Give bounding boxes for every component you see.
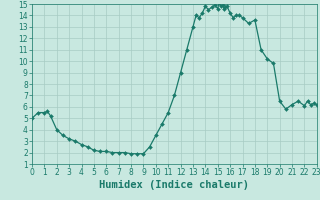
X-axis label: Humidex (Indice chaleur): Humidex (Indice chaleur) — [100, 180, 249, 190]
